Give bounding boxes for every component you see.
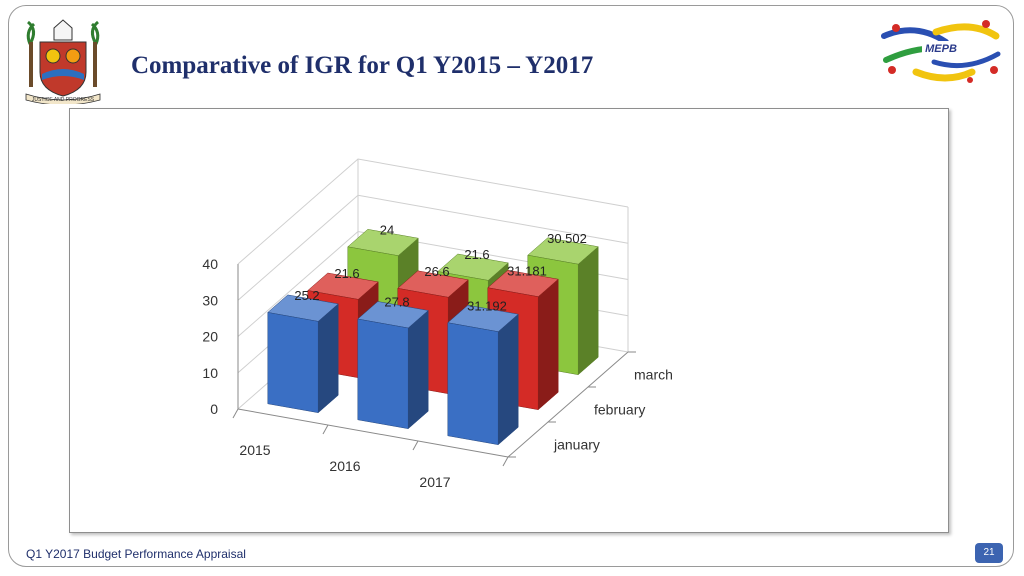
bar-face [497,313,519,446]
x-tick-label: 2016 [329,458,360,474]
data-label: 31.181 [507,263,547,278]
slide-frame [8,5,1014,567]
x-tick-label: 2017 [419,474,450,490]
bar-january-2017 [447,304,519,446]
bar-face [267,312,319,413]
data-label: 25.2 [294,288,319,303]
data-label: 21.6 [334,266,359,281]
series-label: february [594,402,645,418]
x-tick-label: 2015 [239,442,270,458]
y-tick-label: 10 [202,365,218,381]
page-number-badge: 21 [975,543,1003,563]
x-tick [322,424,329,435]
x-tick [412,440,419,451]
bar-january-2015 [267,294,339,414]
y-tick-label: 20 [202,329,218,345]
data-label: 24 [380,223,394,238]
y-tick-label: 40 [202,256,218,272]
logo-motto: JUSTICE AND PROGRESS [32,97,95,103]
series-label: january [553,437,600,453]
bar-face [407,309,429,430]
igr-3d-bar-chart: 0 10 20 30 40 2015 2016 2017 january february marc… [202,158,673,490]
lagos-state-coat-of-arms-logo: JUSTICE AND PROGRESS [25,19,101,104]
data-label: 21.6 [464,247,489,262]
bar-face [577,246,599,376]
y-tick-label: 0 [210,401,218,417]
x-tick [232,408,239,419]
bar-january-2016 [357,301,429,430]
mepb-logo: MEPB [881,20,1001,83]
chart-container: 0 10 20 30 40 2015 2016 2017 january february marc… [69,108,949,533]
x-axis-line [237,408,509,458]
data-label: 27.8 [384,295,409,310]
bar-face [537,278,559,411]
series-label: march [634,367,673,383]
bar-face [317,303,339,414]
bar-face [447,322,499,445]
bar-face [357,318,409,429]
y-tick-label: 30 [202,292,218,308]
x-tick [502,456,509,467]
data-label: 31.192 [467,298,507,313]
data-label: 26.6 [424,264,449,279]
page-title: Comparative of IGR for Q1 Y2015 – Y2017 [131,52,594,79]
depth-axis-line [507,351,629,458]
data-label: 30.502 [547,231,587,246]
footer-text: Q1 Y2017 Budget Performance Appraisal [26,547,246,561]
mepb-logo-text: MEPB [925,43,957,55]
